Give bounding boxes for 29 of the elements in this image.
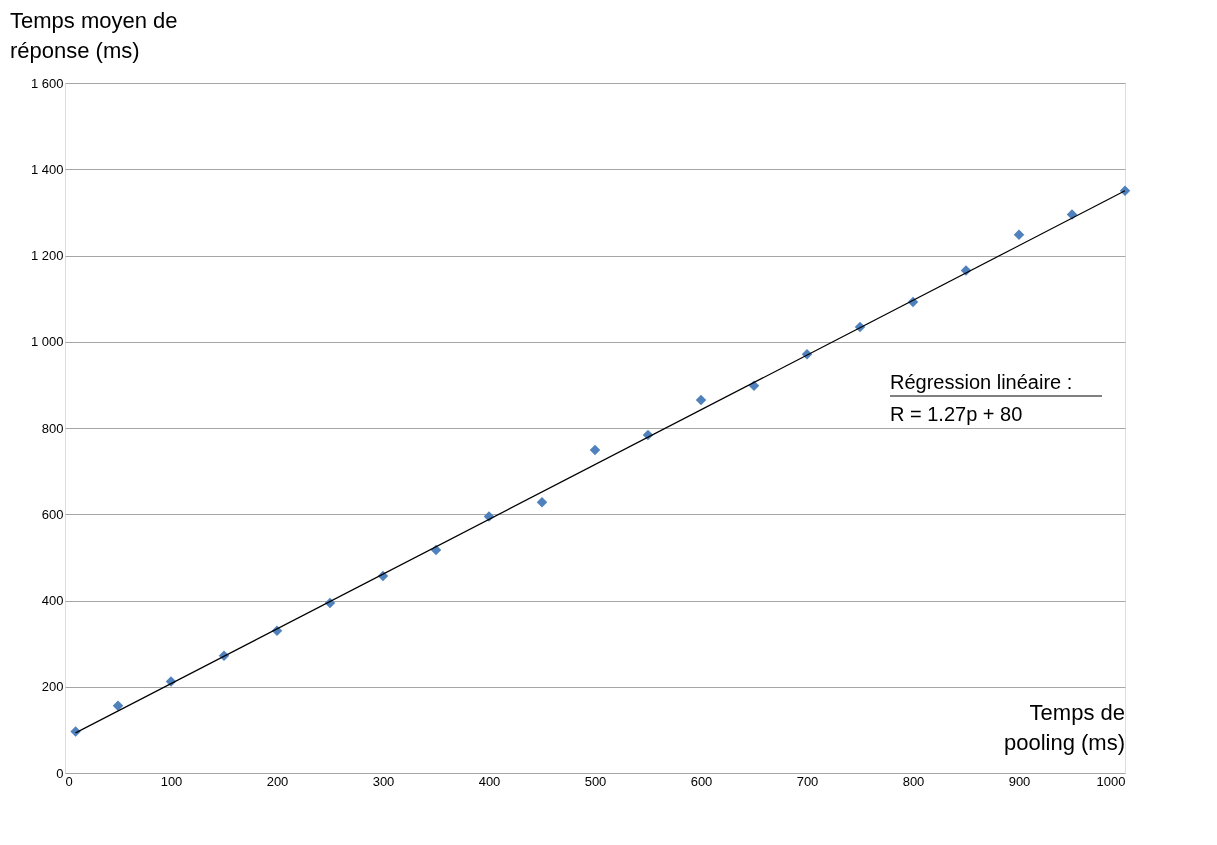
y-tick-label: 800	[41, 420, 64, 436]
x-tick-label: 200	[266, 773, 289, 789]
x-tick-label: 600	[690, 773, 713, 789]
x-tick-label: 400	[478, 773, 501, 789]
y-tick-label: 200	[41, 679, 64, 695]
y-tick-label: 1 000	[30, 334, 64, 350]
x-tick-label: 300	[372, 773, 395, 789]
x-axis-title: Temps de pooling (ms)	[1003, 700, 1125, 755]
point	[695, 394, 707, 406]
point	[536, 496, 548, 508]
point	[1119, 185, 1131, 197]
x-tick-label: 500	[584, 773, 607, 789]
annotation: Régression linéaire :	[890, 371, 1073, 393]
x-tick-label: 800	[902, 773, 925, 789]
point	[589, 444, 601, 456]
point	[1013, 229, 1025, 241]
y-axis-title: Temps moyen de réponse (ms)	[10, 8, 178, 63]
annotation: R = 1.27p + 80	[890, 403, 1023, 425]
point	[430, 544, 442, 556]
x-tick-label: 1000	[1096, 773, 1126, 789]
x-tick-label: 900	[1008, 773, 1031, 789]
y-tick-label: 600	[41, 506, 64, 522]
y-tick-label: 1 400	[30, 161, 64, 177]
x-tick-label: 700	[796, 773, 819, 789]
y-tick-label: 400	[41, 593, 64, 608]
y-tick-label: 1 200	[30, 248, 64, 263]
point	[112, 700, 124, 711]
y-tick-label: 1 600	[30, 75, 64, 91]
x-tick-label: 100	[160, 773, 183, 789]
